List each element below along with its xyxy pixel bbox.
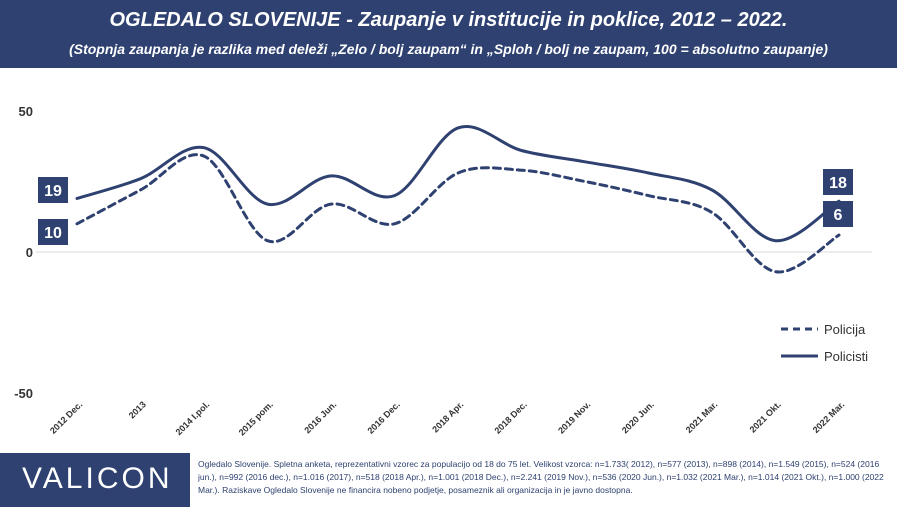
valicon-logo: VALICON bbox=[0, 453, 190, 507]
data-label-policisti-last-box bbox=[823, 169, 853, 195]
x-tick-label: 2018 Dec. bbox=[492, 399, 528, 435]
y-tick-label: 50 bbox=[19, 104, 33, 119]
y-tick-label: 0 bbox=[26, 245, 33, 260]
logo-text: VALICON bbox=[22, 462, 173, 495]
data-label-policija-first: 10 bbox=[44, 225, 62, 242]
legend-label-policija: Policija bbox=[824, 322, 866, 337]
x-tick-label: 2022 Mar. bbox=[811, 399, 847, 435]
series-line-policisti bbox=[75, 125, 841, 243]
series-line-policija bbox=[75, 153, 841, 274]
x-tick-label: 2013 bbox=[127, 399, 148, 420]
line-chart: 50 0 -50 2012 Dec. 2013 2014 I.pol. 2015 pom. 2… bbox=[14, 104, 872, 438]
data-label-policija-last: 6 bbox=[834, 207, 843, 224]
data-label-policisti-first: 19 bbox=[44, 183, 62, 200]
x-tick-label: 2021 Okt. bbox=[748, 399, 783, 434]
data-label-policija-last-box bbox=[823, 201, 853, 227]
x-tick-label: 2016 Dec. bbox=[365, 399, 401, 435]
x-tick-label: 2018 Apr. bbox=[430, 399, 465, 434]
x-tick-label: 2012 Dec. bbox=[48, 399, 84, 435]
footer-note: Ogledalo Slovenije. Spletna anketa, repr… bbox=[198, 459, 884, 495]
chart-title: OGLEDALO SLOVENIJE - Zaupanje v instituc… bbox=[109, 9, 788, 31]
header-banner: OGLEDALO SLOVENIJE - Zaupanje v instituc… bbox=[0, 0, 897, 68]
x-tick-label: 2014 I.pol. bbox=[174, 399, 212, 437]
x-tick-label: 2016 Jun. bbox=[302, 399, 338, 435]
data-label-policisti-first-box bbox=[38, 177, 68, 203]
data-label-policija-first-box bbox=[38, 219, 68, 245]
chart-subtitle: (Stopnja zaupanja je razlika med deleži … bbox=[69, 41, 828, 57]
x-tick-label: 2019 Nov. bbox=[556, 399, 592, 435]
x-tick-label: 2015 pom. bbox=[237, 399, 275, 437]
data-label-policisti-last: 18 bbox=[829, 175, 847, 192]
x-tick-label: 2020 Jun. bbox=[620, 399, 656, 435]
legend-label-policisti: Policisti bbox=[824, 349, 868, 364]
x-tick-label: 2021 Mar. bbox=[684, 399, 720, 435]
y-tick-label: -50 bbox=[14, 386, 33, 401]
